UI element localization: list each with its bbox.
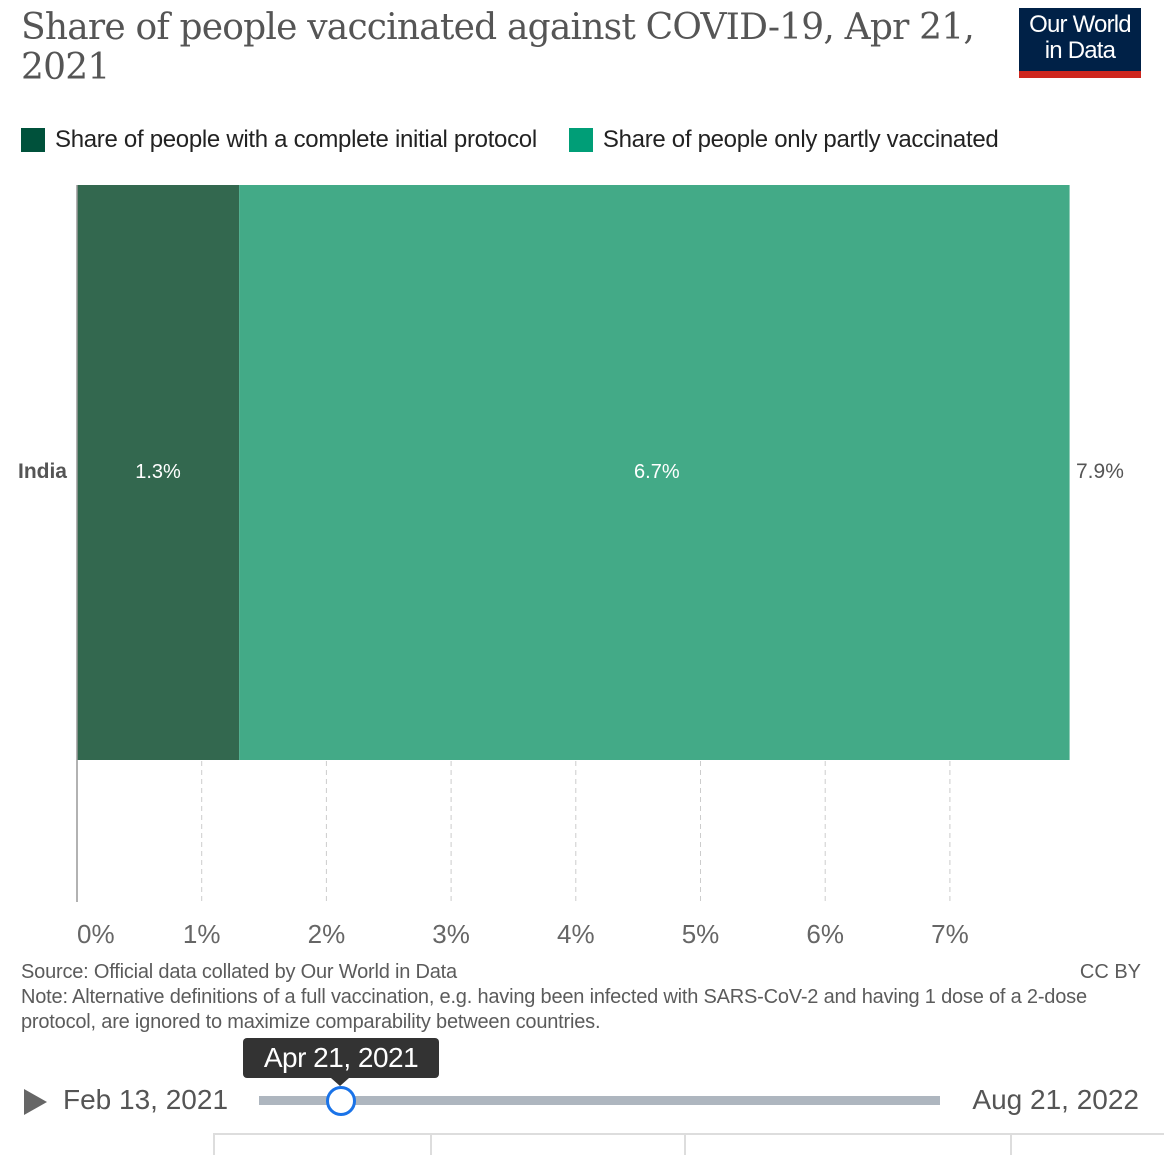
x-tick-label: 2% <box>308 919 346 949</box>
x-tick-label: 4% <box>557 919 595 949</box>
logo-red-bar <box>1019 71 1141 78</box>
legend-item-partly[interactable]: Share of people only partly vaccinated <box>568 126 999 154</box>
x-tick-label: 7% <box>931 919 969 949</box>
bar-value-label: 6.7% <box>634 461 680 483</box>
legend: Share of people with a complete initial … <box>21 126 1030 154</box>
timeline-start-label[interactable]: Feb 13, 2021 <box>63 1084 229 1115</box>
bar-segment <box>239 185 1070 760</box>
logo-line1: Our World <box>1029 11 1132 38</box>
legend-swatch <box>568 128 593 152</box>
x-tick-label: 3% <box>432 919 470 949</box>
source-text: Source: Official data collated by Our Wo… <box>21 961 457 983</box>
logo-line2: in Data <box>1044 37 1116 64</box>
total-label: 7.9% <box>1076 460 1124 483</box>
timeline-end-label[interactable]: Aug 21, 2022 <box>972 1084 1139 1115</box>
category-label: India <box>18 460 67 483</box>
tab-divider <box>430 1135 432 1155</box>
note-text: Note: Alternative definitions of a full … <box>21 986 1087 1033</box>
legend-item-complete[interactable]: Share of people with a complete initial … <box>21 126 537 154</box>
legend-label: Share of people with a complete initial … <box>55 126 537 153</box>
legend-label: Share of people only partly vaccinated <box>602 126 999 153</box>
timeline-tooltip: Apr 21, 2021 <box>243 1038 439 1086</box>
x-tick-label: 6% <box>806 919 844 949</box>
x-tick-label: 5% <box>682 919 720 949</box>
license-link[interactable]: CC BY <box>1079 961 1141 983</box>
tab-divider <box>1010 1135 1012 1155</box>
x-tick-label: 0% <box>77 919 115 949</box>
timeline-track[interactable] <box>259 1096 940 1105</box>
tab-bar <box>213 1133 1164 1155</box>
timeline-handle[interactable] <box>326 1086 356 1116</box>
owid-logo[interactable]: Our World in Data <box>1019 8 1141 78</box>
x-tick-label: 1% <box>183 919 221 949</box>
chart-title: Share of people vaccinated against COVID… <box>21 7 975 88</box>
legend-swatch <box>21 128 45 152</box>
bar-segment <box>77 185 240 760</box>
play-icon[interactable] <box>24 1089 47 1115</box>
timeline: Feb 13, 2021 Aug 21, 2022 <box>0 1080 1164 1125</box>
bar-chart: 0% 1% 2% 3% 4% 5% 6% 7% 1.3% 6.7% India 7.9% <box>18 185 1124 949</box>
bar-value-label: 1.3% <box>135 461 181 483</box>
tab-divider <box>684 1135 686 1155</box>
footer: Source: Official data collated by Our Wo… <box>21 960 1141 1035</box>
